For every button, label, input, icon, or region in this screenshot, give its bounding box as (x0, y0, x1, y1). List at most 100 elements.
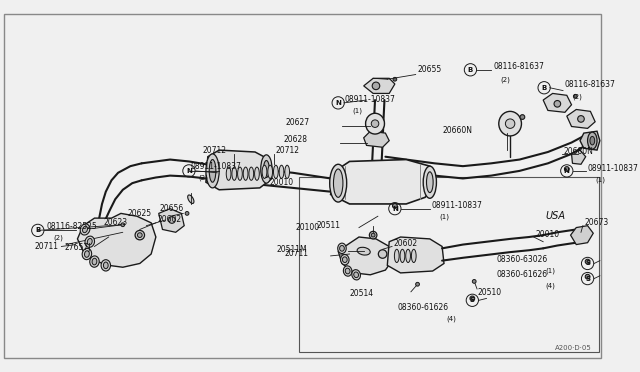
Text: N: N (392, 206, 398, 212)
Polygon shape (571, 226, 593, 244)
Text: S: S (585, 276, 590, 282)
Text: 08116-81637: 08116-81637 (565, 80, 616, 89)
Text: 20100: 20100 (295, 223, 319, 232)
Ellipse shape (590, 137, 595, 145)
Text: 27657J: 27657J (64, 243, 91, 252)
Text: 20680N: 20680N (564, 147, 594, 155)
Ellipse shape (85, 236, 95, 247)
Text: 20627: 20627 (285, 118, 310, 127)
Ellipse shape (262, 165, 267, 179)
Ellipse shape (82, 248, 92, 260)
Text: 20010: 20010 (536, 230, 560, 239)
Ellipse shape (342, 257, 347, 263)
Ellipse shape (588, 132, 597, 149)
Text: 20711: 20711 (35, 242, 59, 251)
Text: A200·D·05: A200·D·05 (555, 346, 591, 352)
Ellipse shape (393, 77, 397, 81)
Text: 08911-10837: 08911-10837 (345, 94, 396, 103)
Text: (2): (2) (572, 93, 582, 99)
Ellipse shape (264, 160, 269, 177)
Text: 20660N: 20660N (442, 126, 472, 135)
Polygon shape (364, 78, 395, 93)
Ellipse shape (268, 165, 273, 179)
Text: 20010: 20010 (269, 178, 293, 187)
Text: 08116-81637: 08116-81637 (493, 62, 544, 71)
Text: 20623: 20623 (104, 218, 127, 227)
Ellipse shape (343, 266, 352, 276)
Ellipse shape (333, 169, 343, 197)
Ellipse shape (354, 272, 358, 278)
Ellipse shape (338, 243, 346, 254)
Ellipse shape (340, 254, 349, 265)
Ellipse shape (372, 82, 380, 90)
Text: (2): (2) (500, 76, 511, 83)
Text: 20510: 20510 (477, 288, 501, 297)
Ellipse shape (135, 230, 145, 240)
Text: N: N (335, 100, 341, 106)
Text: 20511M: 20511M (276, 245, 307, 254)
Polygon shape (543, 93, 572, 112)
Text: S: S (470, 297, 475, 303)
Ellipse shape (365, 113, 385, 134)
Ellipse shape (371, 233, 375, 237)
Text: USA: USA (545, 211, 566, 221)
Text: (1): (1) (353, 107, 362, 114)
Ellipse shape (255, 167, 259, 180)
Polygon shape (387, 237, 444, 273)
Text: 20711: 20711 (285, 248, 309, 257)
Polygon shape (338, 237, 392, 275)
Ellipse shape (470, 296, 475, 301)
Ellipse shape (249, 167, 253, 180)
Ellipse shape (499, 111, 522, 136)
Text: B: B (35, 227, 40, 233)
Ellipse shape (426, 172, 433, 193)
Ellipse shape (573, 94, 577, 98)
Ellipse shape (138, 233, 142, 237)
Ellipse shape (84, 251, 90, 257)
Text: 20602: 20602 (394, 239, 418, 248)
Text: B: B (541, 85, 547, 91)
Ellipse shape (415, 282, 419, 286)
Ellipse shape (345, 268, 350, 274)
Text: 08360-61626: 08360-61626 (397, 303, 449, 312)
Text: S: S (585, 260, 590, 266)
Ellipse shape (585, 259, 590, 264)
Ellipse shape (279, 165, 284, 179)
Ellipse shape (330, 164, 347, 202)
Text: N: N (564, 168, 570, 174)
Ellipse shape (506, 119, 515, 128)
Ellipse shape (90, 256, 99, 267)
Ellipse shape (378, 250, 387, 258)
Ellipse shape (472, 279, 476, 283)
Text: 08360-61626: 08360-61626 (497, 270, 548, 279)
Polygon shape (364, 131, 389, 147)
Ellipse shape (188, 195, 194, 203)
Text: B: B (468, 67, 473, 73)
Ellipse shape (412, 249, 416, 263)
Ellipse shape (121, 223, 125, 227)
Text: 20602: 20602 (157, 215, 182, 224)
Ellipse shape (554, 100, 561, 107)
Text: 20673: 20673 (585, 218, 609, 227)
Ellipse shape (237, 167, 243, 180)
Ellipse shape (564, 167, 569, 171)
Text: 20514: 20514 (349, 289, 373, 298)
Ellipse shape (423, 166, 436, 198)
Ellipse shape (87, 238, 92, 245)
Text: (4): (4) (545, 283, 556, 289)
Ellipse shape (101, 260, 111, 271)
Polygon shape (331, 160, 435, 204)
Ellipse shape (83, 226, 88, 232)
Ellipse shape (185, 212, 189, 215)
Polygon shape (159, 209, 184, 232)
Polygon shape (580, 131, 600, 150)
Ellipse shape (400, 249, 404, 263)
Ellipse shape (357, 247, 371, 255)
Text: (1): (1) (595, 176, 605, 183)
Text: (2): (2) (54, 235, 64, 241)
Polygon shape (206, 150, 272, 190)
Text: 08360-63026: 08360-63026 (497, 255, 548, 264)
Text: 20656: 20656 (159, 204, 183, 213)
Ellipse shape (371, 120, 379, 128)
Text: (2): (2) (198, 174, 208, 181)
